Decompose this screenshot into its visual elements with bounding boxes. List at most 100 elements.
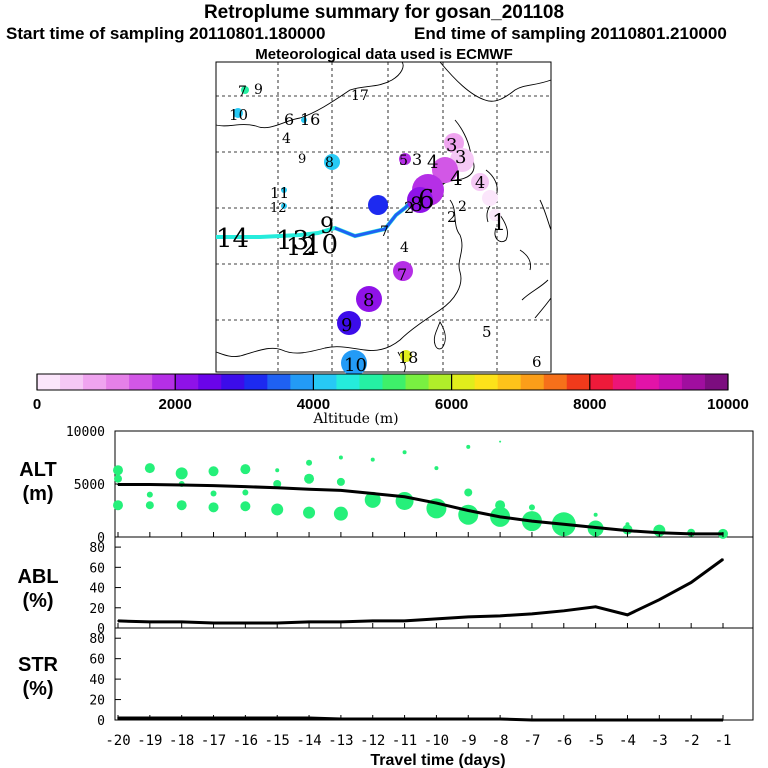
- plume-spread-dot: [364, 491, 381, 508]
- data-point: [212, 484, 215, 487]
- map-day-label: 6: [284, 110, 294, 129]
- data-point: [117, 620, 119, 622]
- plume-spread-dot: [306, 459, 313, 466]
- plume-circle: [489, 209, 501, 221]
- plume-circle: [233, 108, 243, 118]
- map-day-label: 9: [341, 315, 352, 336]
- abl-panel-frame: [114, 536, 754, 629]
- colorbar-tick-label: 8000: [573, 396, 606, 413]
- data-point: [594, 526, 597, 529]
- colorbar-cell: [497, 374, 522, 390]
- map-grid: [216, 62, 551, 372]
- str-ylabel: STR: [18, 654, 59, 676]
- x-axis-title: Travel time (days): [370, 752, 505, 768]
- y-tick-label: 10000: [66, 425, 105, 440]
- colorbar-cell: [359, 374, 383, 390]
- y-tick-label: 0: [97, 714, 105, 729]
- y-tick-label: 20: [89, 694, 105, 709]
- data-point: [308, 488, 310, 491]
- data-point: [562, 610, 565, 612]
- map-day-label: 11: [270, 184, 289, 202]
- abl-series-line: [117, 558, 724, 625]
- plume-spread-dot: [240, 501, 251, 512]
- colorbar-tick-label: 6000: [435, 396, 468, 413]
- map-day-label: 17: [351, 88, 369, 104]
- data-point: [722, 558, 724, 561]
- plume-spread-dot: [144, 463, 155, 474]
- colorbar-cell: [175, 374, 199, 390]
- colorbar-cell: [566, 374, 591, 390]
- x-tick-label: -20: [105, 733, 130, 749]
- x-tick-label: -16: [233, 733, 258, 749]
- data-point: [276, 486, 279, 489]
- x-tick-label: -12: [360, 733, 385, 749]
- data-point: [340, 489, 342, 492]
- data-point: [690, 581, 692, 584]
- data-point: [467, 509, 470, 512]
- x-tick-label: -10: [424, 733, 449, 749]
- colorbar-cell: [612, 374, 637, 390]
- str-ylabel-unit: (%): [22, 678, 53, 700]
- data-point: [180, 621, 183, 623]
- plume-circle: [356, 286, 382, 312]
- x-tick-label: -19: [137, 733, 162, 749]
- coastlines: [215, 61, 552, 373]
- map-day-label: 2: [404, 198, 414, 217]
- map-day-label: 18: [398, 348, 418, 367]
- data-point: [149, 621, 151, 623]
- plume-spread-dot: [176, 500, 187, 511]
- plume-spread-dot: [208, 502, 219, 513]
- colorbar-cell: [704, 374, 729, 390]
- colorbar-cell: [474, 374, 499, 390]
- plume-spread-dot: [434, 466, 439, 471]
- map-day-label: 6: [418, 185, 435, 215]
- x-tick-label: -7: [524, 733, 541, 749]
- x-tick-label: -3: [651, 733, 668, 749]
- data-point: [371, 492, 374, 495]
- chart-title: Retroplume summary for gosan_201108: [203, 2, 565, 23]
- end-time: End time of sampling 20110801.210000: [414, 24, 727, 43]
- map-day-label: 10: [229, 106, 248, 124]
- colorbar-cell: [589, 374, 614, 390]
- plume-spread-dot: [175, 467, 188, 480]
- data-point: [180, 484, 183, 486]
- data-point: [658, 598, 661, 601]
- time-series-panels: ALT (m) ABL (%) STR (%) 1000050000806040…: [17, 425, 754, 768]
- plume-spread-dot: [273, 480, 282, 488]
- plume-spread-dot: [625, 522, 630, 527]
- data-point: [626, 614, 629, 616]
- y-tick-label: 60: [89, 561, 105, 576]
- plume-spread-dot: [275, 468, 280, 473]
- x-tick-label: -14: [296, 733, 321, 749]
- x-tick-label: -5: [587, 733, 604, 749]
- data-point: [149, 483, 151, 486]
- colorbar-cell: [520, 374, 545, 390]
- plume-spread-dot: [464, 488, 473, 497]
- colorbar-cell: [451, 374, 476, 390]
- data-point: [562, 523, 565, 526]
- colorbar-cell: [83, 374, 107, 390]
- x-tick-label: -18: [169, 733, 194, 749]
- data-point: [403, 620, 406, 622]
- plume-spread-dot: [338, 455, 343, 460]
- map-day-label: 3: [455, 147, 466, 168]
- data-point: [340, 621, 342, 623]
- plume-spread-dot: [336, 477, 345, 486]
- plume-spread-dot: [113, 465, 123, 476]
- x-tick-label: -8: [492, 733, 509, 749]
- plume-spread-dot: [499, 440, 502, 443]
- data-point: [435, 502, 438, 504]
- plume-circle: [471, 173, 489, 191]
- data-point: [531, 613, 533, 615]
- map-day-label: 12: [286, 233, 317, 261]
- data-point: [594, 605, 597, 608]
- plume-spread-dot: [402, 450, 407, 455]
- y-tick-label: 0: [97, 622, 105, 637]
- map-day-label: 7: [238, 84, 247, 100]
- x-tick-label: -11: [392, 733, 417, 749]
- plume-circle: [281, 187, 287, 193]
- alt-ylabel: ALT: [19, 459, 56, 481]
- plume-spread-dot: [113, 500, 123, 511]
